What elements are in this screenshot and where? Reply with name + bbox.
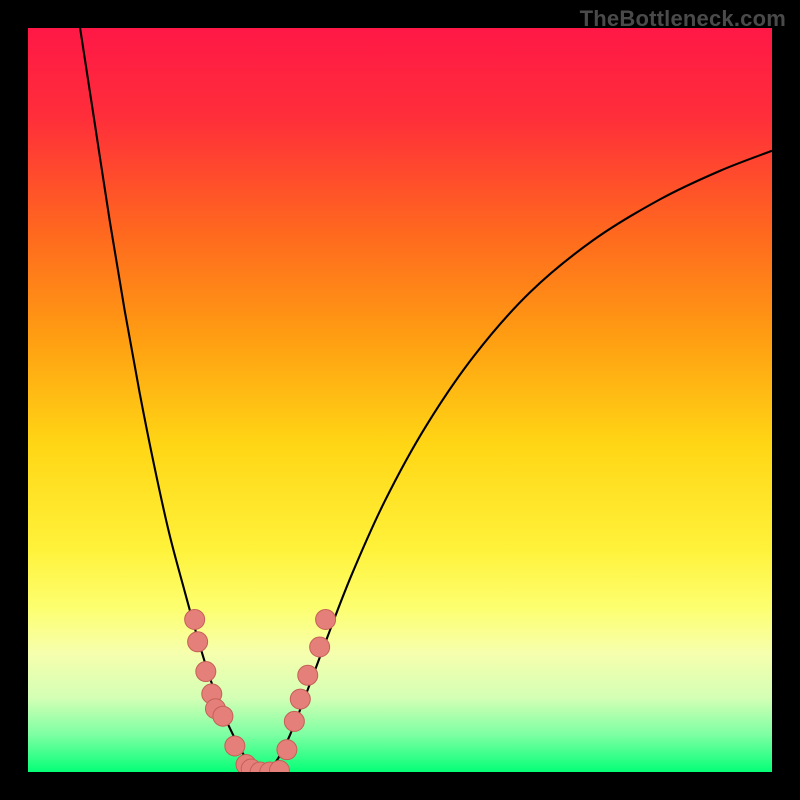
data-dot: [213, 706, 233, 726]
data-dot: [310, 637, 330, 657]
data-dot: [290, 689, 310, 709]
data-dot: [277, 740, 297, 760]
data-dot: [284, 711, 304, 731]
chart-root: { "watermark": { "text": "TheBottleneck.…: [0, 0, 800, 800]
bottleneck-chart: [0, 0, 800, 800]
data-dot: [188, 632, 208, 652]
watermark-text: TheBottleneck.com: [580, 6, 786, 32]
data-dot: [316, 609, 336, 629]
data-dot: [185, 609, 205, 629]
gradient-background: [28, 28, 772, 772]
data-dot: [225, 736, 245, 756]
data-dot: [298, 665, 318, 685]
data-dot: [196, 662, 216, 682]
